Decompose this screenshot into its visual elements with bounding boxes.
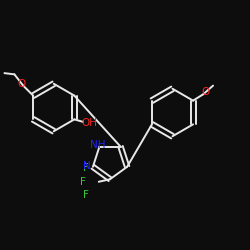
Text: F: F bbox=[83, 190, 89, 200]
Text: F: F bbox=[80, 177, 86, 187]
Text: OH: OH bbox=[81, 118, 97, 128]
Text: O: O bbox=[17, 78, 25, 89]
Text: F: F bbox=[83, 163, 89, 173]
Text: O: O bbox=[202, 87, 210, 97]
Text: N: N bbox=[83, 160, 90, 170]
Text: NH: NH bbox=[90, 140, 106, 150]
